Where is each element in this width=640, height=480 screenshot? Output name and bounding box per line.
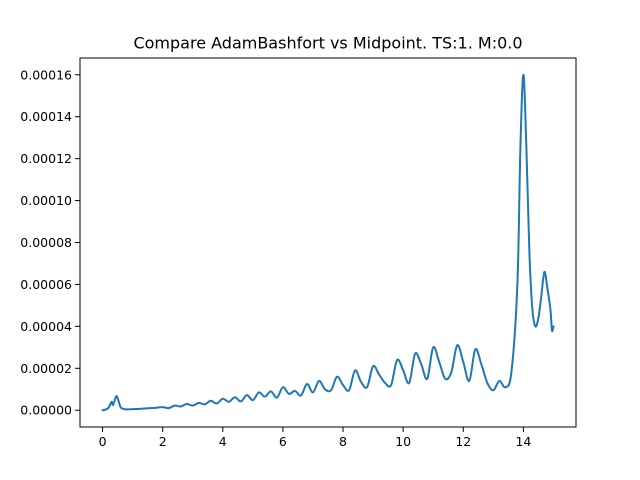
y-tick-label: 0.00012: [20, 151, 72, 166]
x-tick-label: 8: [339, 434, 347, 449]
y-tick-label: 0.00002: [20, 361, 72, 376]
x-tick-label: 6: [279, 434, 287, 449]
x-tick-label: 0: [99, 434, 107, 449]
x-axis: 0 2 4 6 8 10 12 14: [99, 427, 531, 449]
y-tick-label: 0.00010: [20, 193, 72, 208]
y-tick-label: 0.00006: [20, 277, 72, 292]
series-line-0: [101, 73, 555, 412]
x-tick-label: 12: [455, 434, 471, 449]
x-tick-label: 4: [219, 434, 227, 449]
y-tick-label: 0.00016: [20, 67, 72, 82]
chart-title: Compare AdamBashfort vs Midpoint. TS:1. …: [133, 34, 522, 53]
plot-area: [101, 73, 555, 412]
x-tick-label: 2: [159, 434, 167, 449]
y-tick-label: 0.00008: [20, 235, 72, 250]
y-tick-label: 0.00004: [20, 319, 72, 334]
axes-frame: [79, 57, 577, 428]
y-tick-label: 0.00000: [20, 403, 72, 418]
x-tick-label: 14: [515, 434, 531, 449]
y-tick-label: 0.00014: [20, 109, 72, 124]
y-axis: 0.00000 0.00002 0.00004 0.00006 0.00008 0.000…: [20, 67, 80, 418]
x-tick-label: 10: [395, 434, 411, 449]
